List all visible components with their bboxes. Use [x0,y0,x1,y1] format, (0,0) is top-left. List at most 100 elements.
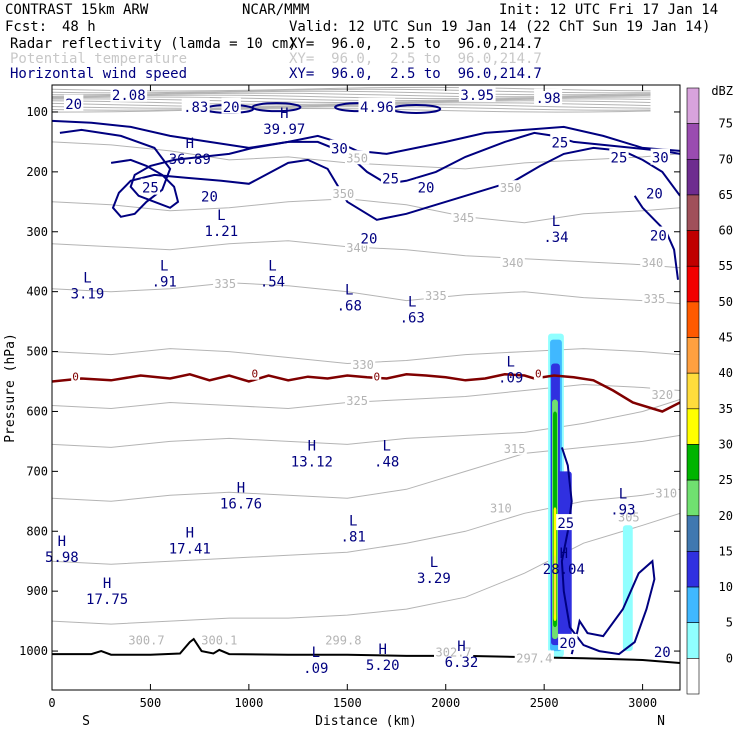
wind-label: 25 [382,172,399,188]
freezing-level-label-bg [372,369,382,383]
wind-label: 20 [654,645,671,661]
colorbar-swatch [686,586,700,624]
wind-label: 20 [65,97,82,113]
theta-label-bg [640,255,665,270]
theta-label-bg [500,255,525,270]
theta-contour-320 [52,399,680,448]
colorbar-level-label: 5 [726,616,733,630]
x-tick-label: 3000 [628,696,657,710]
extremum-high-marker: H [58,534,66,550]
theta-label: 310 [490,502,512,516]
colorbar-swatch [686,444,700,481]
theta-label-bg [344,150,370,165]
extremum-value: .81 [341,529,366,545]
colorbar-level-label: 20 [719,509,733,523]
forecast-label: Fcst: [5,19,48,35]
extremum-value: .54 [260,275,285,291]
extremum-low-marker: L [430,555,438,571]
theta-label-bg [654,485,679,500]
theta-label-bg [423,288,449,303]
x-tick-label: 2500 [530,696,559,710]
wind-label-bg [534,88,563,105]
colorbar-swatch [686,479,700,517]
extremum-high-marker: H [308,438,316,454]
colorbar-swatch [686,158,700,196]
wind-label: 20 [361,232,378,248]
theta-contour-345 [52,198,680,224]
x-axis-label: Distance (km) [315,714,417,729]
extremum-low-marker: L [217,208,225,224]
y-tick-label: 500 [26,345,48,359]
freezing-level-label-bg [533,366,543,380]
wind-label-bg [550,133,570,150]
theta-label: 302.7 [436,645,472,659]
freezing-level-label: 0 [72,371,79,384]
extremum-value: .09 [498,371,523,387]
wind-label: 20 [201,190,218,206]
freezing-level [52,373,680,413]
extremum-high-marker: H [560,546,568,562]
colorbar-level-label: 35 [719,402,733,416]
wind-label-bg [652,642,672,659]
y-tick-label: 600 [26,404,48,418]
colorbar-unit: dBZ [711,84,733,98]
extremum-low-marker: L [312,645,320,661]
wind-label-bg [199,187,220,204]
colorbar-swatch [686,372,700,410]
wind-label: 25 [142,181,159,197]
extremum-value: 39.97 [263,122,305,138]
wind-label: 20 [646,187,663,203]
theta-contour-335 [52,282,680,305]
extremum-low-marker: L [382,438,390,454]
extremum-value: 5.20 [366,658,400,674]
theta-label: 320 [651,388,673,402]
theta-label-bg [451,210,476,225]
wind-label-bg [556,514,576,531]
forecast-hours: 48 h [62,19,96,35]
theta-label-bg [323,632,363,647]
colorbar-level-label: 25 [719,473,733,487]
y-axis-label: Pressure (hPa) [3,333,18,443]
theta-label: 335 [644,292,666,306]
extremum-value: .63 [400,311,425,327]
wind-label: 20 [559,636,576,652]
y-tick-label: 300 [26,225,48,239]
theta-label-bg [350,356,376,371]
init-time: Init: 12 UTC Fri 17 Jan 14 [499,2,719,18]
theta-label-bg [488,500,514,515]
wind-contour-20 [560,447,656,656]
extremum-value: 6.32 [445,655,479,671]
wind-label-bg [609,148,629,165]
wind-label: .98 [535,91,560,107]
plot-frame [51,84,681,691]
theta-label: 315 [504,442,526,456]
theta-label-bg [199,632,239,647]
colorbar-level-label: 0 [726,651,733,665]
y-tick-label: 200 [26,165,48,179]
field-wind-xy: XY= 96.0, 2.5 to 96.0,214.7 [289,66,542,82]
wind-label: 30 [652,151,669,167]
y-tick-label: 800 [26,524,48,538]
model-name: CONTRAST 15km ARW [5,2,149,18]
extremum-high-marker: H [103,576,111,592]
theta-label: 310 [655,487,677,501]
reflectivity-cell [554,555,556,616]
terrain-line [52,637,680,664]
theta-label-bg [616,509,641,524]
wind-label-bg [140,178,161,195]
extremum-low-marker: L [160,259,168,275]
theta-contour-310 [52,488,680,565]
freezing-level-line [52,373,680,413]
south-label: S [82,714,90,729]
extremum-value: 28.04 [543,562,585,578]
extremum-value: 16.76 [220,496,262,512]
terrain [52,637,680,664]
freezing-level-label-bg [71,369,81,383]
plot-background [52,85,680,690]
theta-label-bg [434,644,474,659]
colorbar-level-label: 75 [719,117,733,131]
wind-label: 20 [650,229,667,245]
extremum-value: .34 [543,230,568,246]
